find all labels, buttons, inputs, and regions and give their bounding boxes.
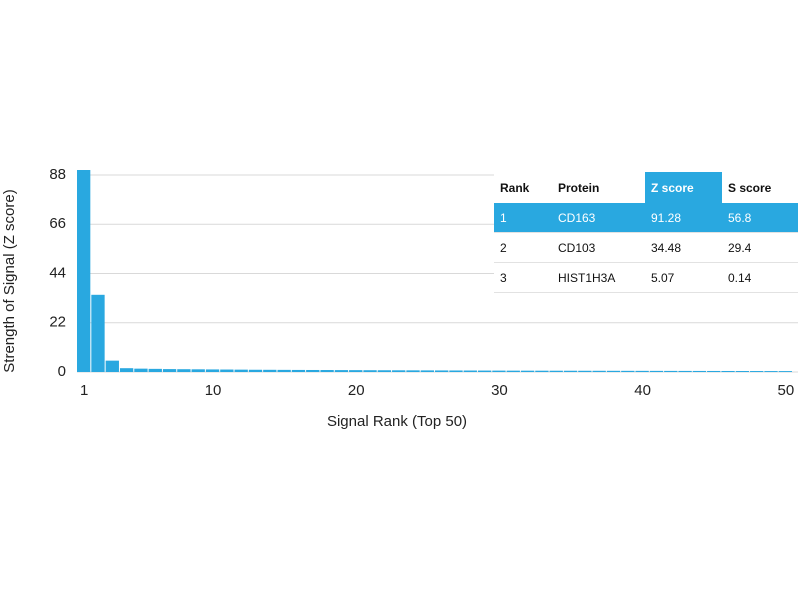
bar <box>592 370 606 372</box>
x-tick-label: 50 <box>777 382 794 399</box>
cell: 91.28 <box>651 210 682 225</box>
bar <box>248 369 263 372</box>
header-cell: Z score <box>645 172 722 203</box>
table-header: Rank Protein Z score S score <box>494 172 798 203</box>
bar <box>205 369 220 372</box>
bar <box>105 360 119 372</box>
y-tick-label: 66 <box>49 215 66 232</box>
cell: 2 <box>500 240 507 255</box>
table-row: 3 HIST1H3A 5.07 0.14 <box>494 263 798 293</box>
bar <box>549 370 563 372</box>
bar <box>234 369 248 372</box>
bar <box>750 371 764 372</box>
bar <box>563 370 578 372</box>
y-tick-label: 44 <box>49 264 66 281</box>
x-tick-label: 20 <box>348 382 365 399</box>
bar <box>162 369 177 372</box>
x-tick-label: 30 <box>491 382 508 399</box>
bar <box>77 170 91 372</box>
header-cell: Protein <box>558 180 600 195</box>
bar <box>134 368 148 372</box>
bar <box>678 370 692 372</box>
bar <box>435 370 449 372</box>
bar <box>277 369 291 372</box>
y-axis-title: Strength of Signal (Z score) <box>1 189 18 372</box>
bar <box>721 370 735 372</box>
table-row: 1 CD163 91.28 56.8 <box>494 203 798 233</box>
bar <box>349 370 363 372</box>
bar <box>492 370 506 372</box>
x-tick-label: 10 <box>205 382 222 399</box>
header-cell: Rank <box>500 180 530 195</box>
cell: 5.07 <box>651 270 675 285</box>
bar <box>692 370 707 372</box>
bar <box>463 370 477 372</box>
cell: CD163 <box>558 210 596 225</box>
bar <box>377 370 392 372</box>
cell: 1 <box>500 210 507 225</box>
table-row: 2 CD103 34.48 29.4 <box>494 233 798 263</box>
bar <box>291 369 306 372</box>
y-tick-label: 88 <box>49 166 66 183</box>
bar <box>220 369 234 372</box>
x-tick-label: 1 <box>80 382 88 399</box>
bar <box>635 370 649 372</box>
cell: 3 <box>500 270 507 285</box>
bar <box>477 370 492 372</box>
bar <box>406 370 420 372</box>
bar <box>363 370 377 372</box>
cell: 29.4 <box>728 240 752 255</box>
bar <box>735 371 750 372</box>
cell: CD103 <box>558 240 596 255</box>
bar <box>191 369 205 372</box>
bar <box>420 370 434 372</box>
y-tick-label: 22 <box>49 314 66 331</box>
bar <box>649 370 664 372</box>
table: Rank Protein Z score S score 1 CD163 91.… <box>494 172 798 293</box>
bar <box>664 370 678 372</box>
bar <box>306 369 320 372</box>
bar <box>535 370 549 372</box>
bar <box>707 370 721 372</box>
bar <box>449 370 463 372</box>
cell: 34.48 <box>651 240 682 255</box>
bar <box>320 370 334 372</box>
bar <box>119 368 134 372</box>
bar <box>578 370 592 372</box>
bar <box>392 370 406 372</box>
bar <box>177 369 191 372</box>
bar <box>520 370 535 372</box>
bar <box>91 294 105 372</box>
bar <box>621 370 635 372</box>
cell: 56.8 <box>728 210 752 225</box>
x-tick-label: 40 <box>634 382 651 399</box>
bar <box>506 370 520 372</box>
bar <box>764 371 778 372</box>
bar <box>148 368 162 372</box>
x-axis-title: Signal Rank (Top 50) <box>327 413 467 430</box>
cell: HIST1H3A <box>558 270 616 285</box>
bar <box>606 370 621 372</box>
bar <box>334 370 349 372</box>
bar <box>778 371 792 372</box>
bars <box>77 170 792 372</box>
y-tick-label: 0 <box>58 363 66 380</box>
bar <box>263 369 277 372</box>
header-cell: S score <box>728 180 772 195</box>
cell: 0.14 <box>728 270 752 285</box>
